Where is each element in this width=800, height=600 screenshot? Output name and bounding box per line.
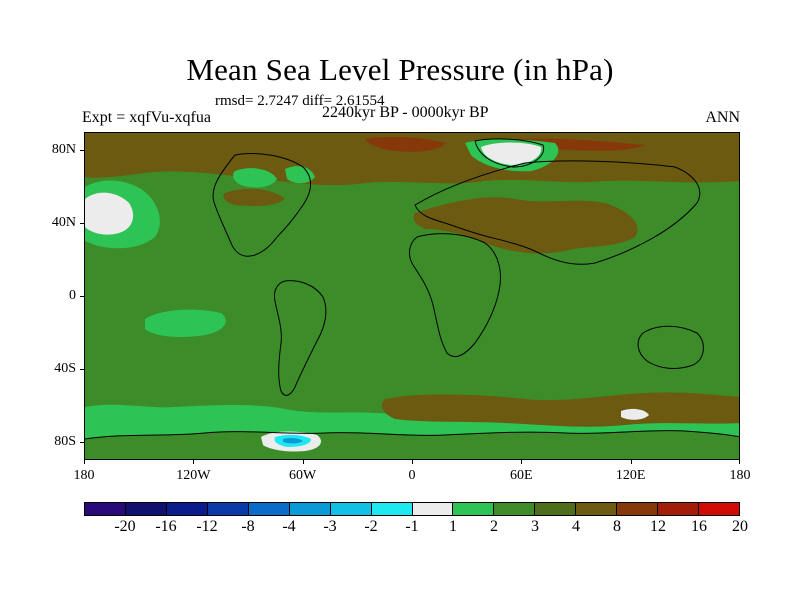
lat-label: 40S xyxy=(54,360,76,376)
colorbar-label: 20 xyxy=(732,518,748,535)
colorbar-swatch xyxy=(617,503,659,515)
lon-tick xyxy=(521,460,523,464)
lat-tick xyxy=(80,441,84,443)
colorbar-label: -8 xyxy=(241,518,255,535)
weddell-blue-core xyxy=(283,437,303,444)
lat-label: 40N xyxy=(51,215,76,231)
colorbar-swatch xyxy=(289,503,331,515)
lon-label: 180 xyxy=(729,468,751,483)
colorbar-swatch xyxy=(699,503,739,515)
antarctica-coast xyxy=(85,430,739,440)
lon-tick xyxy=(193,460,195,464)
colorbar-swatch xyxy=(453,503,495,515)
colorbar-label: 1 xyxy=(449,518,457,535)
colorbar-label: 8 xyxy=(613,518,621,535)
antarctica-field xyxy=(85,430,739,459)
southern-ocean-positive-band xyxy=(381,392,739,427)
pressure-map xyxy=(85,133,739,459)
colorbar-label: 12 xyxy=(650,518,666,535)
lon-tick xyxy=(412,460,413,464)
greenland-white-core xyxy=(481,142,542,165)
lat-tick xyxy=(80,223,84,225)
lon-tick xyxy=(84,460,85,464)
colorbar-swatch xyxy=(371,503,413,515)
lat-tick xyxy=(80,368,84,370)
colorbar-label: 4 xyxy=(572,518,580,535)
colorbar-label: 2 xyxy=(490,518,498,535)
north-america-coast xyxy=(212,153,311,257)
lat-label: 0 xyxy=(69,288,76,303)
period-label: 2240kyr BP - 0000kyr BP xyxy=(322,104,489,121)
colorbar xyxy=(84,502,740,516)
colorbar-swatch xyxy=(412,503,454,515)
colorbar-label: -20 xyxy=(114,518,136,535)
colorbar-label: -4 xyxy=(282,518,296,535)
colorbar-swatch xyxy=(494,503,536,515)
colorbar-swatch xyxy=(85,503,126,515)
colorbar-label: -16 xyxy=(155,518,177,535)
australia-coast xyxy=(637,325,704,369)
lon-tick xyxy=(630,460,632,464)
colorbar-swatch xyxy=(166,503,208,515)
lon-label: 60W xyxy=(289,468,317,483)
colorbar-swatch xyxy=(207,503,249,515)
colorbar-label: -2 xyxy=(364,518,378,535)
lat-label: 80S xyxy=(54,433,76,449)
south-america-coast xyxy=(274,280,327,396)
lat-tick xyxy=(80,150,84,152)
map-title: Mean Sea Level Pressure (in hPa) xyxy=(186,52,614,87)
alaska-negative-patch xyxy=(285,166,315,184)
map-panel xyxy=(84,132,740,460)
africa-coast xyxy=(409,233,501,358)
colorbar-label: -3 xyxy=(323,518,337,535)
coastlines xyxy=(85,138,739,440)
colorbar-swatch xyxy=(330,503,372,515)
pacific-positive-anomaly xyxy=(223,188,285,207)
lon-label: 60E xyxy=(510,468,533,483)
colorbar-swatch xyxy=(125,503,167,515)
lat-tick xyxy=(80,296,84,297)
lon-label: 180 xyxy=(73,468,95,483)
north-pacific-white-core xyxy=(85,192,134,235)
colorbar-swatch xyxy=(535,503,577,515)
eurasia-coast xyxy=(414,160,701,265)
greenland-coast xyxy=(474,138,545,168)
experiment-label: Expt = xqfVu-xqfua xyxy=(82,109,211,126)
arctic-high-anomaly xyxy=(365,136,445,152)
rmsd-diff-stats: rmsd= 2.7247 diff= 2.61554 xyxy=(215,93,385,109)
lon-tick xyxy=(739,460,740,464)
season-label: ANN xyxy=(705,109,740,126)
eurasia-positive-anomaly xyxy=(413,197,638,254)
colorbar-swatch xyxy=(658,503,700,515)
lon-tick xyxy=(302,460,304,464)
colorbar-swatch xyxy=(248,503,290,515)
colorbar-label: 16 xyxy=(691,518,707,535)
ross-white-anomaly xyxy=(621,408,649,420)
lon-label: 120W xyxy=(176,468,211,483)
colorbar-label: 3 xyxy=(531,518,539,535)
colorbar-label: -1 xyxy=(405,518,419,535)
north-america-negative-patch xyxy=(233,168,277,188)
lat-label: 80N xyxy=(51,142,76,158)
colorbar-swatch xyxy=(576,503,618,515)
lon-label: 0 xyxy=(408,468,416,483)
lon-label: 120E xyxy=(615,468,646,483)
colorbar-label: -12 xyxy=(196,518,218,535)
south-pacific-negative-anomaly xyxy=(145,309,226,337)
